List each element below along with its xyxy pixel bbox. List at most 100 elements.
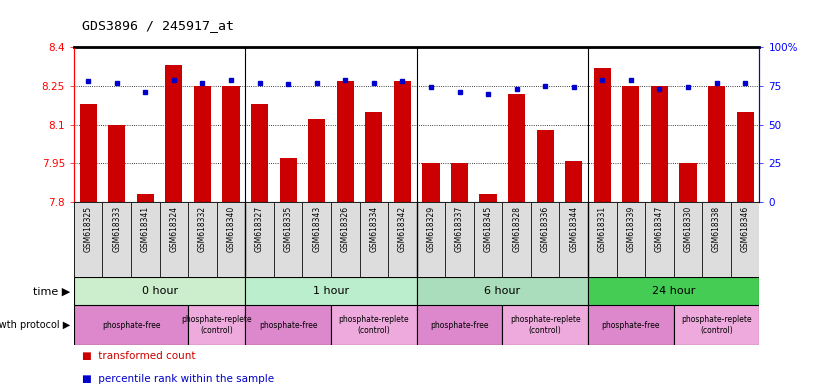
Text: phosphate-replete
(control): phosphate-replete (control): [338, 316, 409, 335]
Bar: [74, 305, 188, 345]
Bar: [417, 202, 445, 277]
Bar: [588, 202, 617, 277]
Text: time ▶: time ▶: [33, 286, 70, 296]
Bar: [188, 202, 217, 277]
Text: 6 hour: 6 hour: [484, 286, 521, 296]
Bar: [565, 161, 582, 202]
Bar: [508, 94, 525, 202]
Bar: [337, 81, 354, 202]
Text: 24 hour: 24 hour: [652, 286, 695, 296]
Text: GSM618327: GSM618327: [255, 206, 264, 252]
Text: GSM618326: GSM618326: [341, 206, 350, 252]
Text: phosphate-replete
(control): phosphate-replete (control): [181, 316, 252, 335]
Text: GSM618334: GSM618334: [369, 206, 378, 252]
Bar: [159, 202, 188, 277]
Text: GSM618341: GSM618341: [140, 206, 149, 252]
Bar: [308, 119, 325, 202]
Text: growth protocol ▶: growth protocol ▶: [0, 320, 70, 330]
Text: GSM618344: GSM618344: [569, 206, 578, 252]
Bar: [251, 104, 268, 202]
Bar: [594, 68, 611, 202]
Bar: [588, 305, 674, 345]
Bar: [451, 164, 468, 202]
Bar: [137, 194, 154, 202]
Text: GSM618332: GSM618332: [198, 206, 207, 252]
Bar: [165, 65, 182, 202]
Bar: [531, 202, 559, 277]
Bar: [416, 305, 502, 345]
Bar: [708, 86, 725, 202]
Bar: [103, 202, 131, 277]
Bar: [502, 202, 531, 277]
Bar: [445, 202, 474, 277]
Bar: [674, 305, 759, 345]
Bar: [479, 194, 497, 202]
Bar: [559, 202, 588, 277]
Bar: [537, 130, 554, 202]
Bar: [245, 277, 416, 305]
Bar: [302, 202, 331, 277]
Bar: [217, 202, 245, 277]
Bar: [422, 164, 439, 202]
Text: GSM618340: GSM618340: [227, 206, 236, 252]
Bar: [245, 202, 274, 277]
Bar: [74, 202, 103, 277]
Text: GSM618325: GSM618325: [84, 206, 93, 252]
Bar: [222, 86, 240, 202]
Text: ■  transformed count: ■ transformed count: [82, 351, 195, 361]
Bar: [131, 202, 159, 277]
Bar: [394, 81, 411, 202]
Text: 0 hour: 0 hour: [141, 286, 177, 296]
Bar: [194, 86, 211, 202]
Bar: [108, 125, 126, 202]
Bar: [74, 277, 245, 305]
Text: GSM618336: GSM618336: [541, 206, 550, 252]
Bar: [645, 202, 674, 277]
Bar: [388, 202, 417, 277]
Bar: [416, 277, 588, 305]
Bar: [651, 86, 668, 202]
Bar: [674, 202, 702, 277]
Text: GSM618347: GSM618347: [655, 206, 664, 252]
Text: GSM618335: GSM618335: [283, 206, 292, 252]
Text: GSM618338: GSM618338: [712, 206, 721, 252]
Text: GSM618333: GSM618333: [112, 206, 122, 252]
Bar: [360, 202, 388, 277]
Text: GSM618345: GSM618345: [484, 206, 493, 252]
Bar: [279, 158, 296, 202]
Text: phosphate-free: phosphate-free: [102, 321, 160, 329]
Text: GSM618331: GSM618331: [598, 206, 607, 252]
Bar: [622, 86, 640, 202]
Text: GSM618346: GSM618346: [741, 206, 750, 252]
Bar: [736, 112, 754, 202]
Bar: [80, 104, 97, 202]
Text: phosphate-free: phosphate-free: [430, 321, 488, 329]
Bar: [502, 305, 588, 345]
Bar: [274, 202, 302, 277]
Text: GSM618329: GSM618329: [426, 206, 435, 252]
Text: GSM618324: GSM618324: [169, 206, 178, 252]
Text: 1 hour: 1 hour: [313, 286, 349, 296]
Text: GSM618342: GSM618342: [398, 206, 407, 252]
Text: GSM618343: GSM618343: [312, 206, 321, 252]
Bar: [731, 202, 759, 277]
Text: GSM618337: GSM618337: [455, 206, 464, 252]
Text: GSM618339: GSM618339: [626, 206, 635, 252]
Bar: [188, 305, 245, 345]
Text: GDS3896 / 245917_at: GDS3896 / 245917_at: [82, 19, 234, 32]
Text: ■  percentile rank within the sample: ■ percentile rank within the sample: [82, 374, 274, 384]
Bar: [588, 277, 759, 305]
Bar: [245, 305, 331, 345]
Text: GSM618330: GSM618330: [684, 206, 693, 252]
Bar: [331, 202, 360, 277]
Bar: [680, 164, 696, 202]
Text: phosphate-free: phosphate-free: [259, 321, 318, 329]
Bar: [474, 202, 502, 277]
Bar: [702, 202, 731, 277]
Text: phosphate-replete
(control): phosphate-replete (control): [510, 316, 580, 335]
Text: GSM618328: GSM618328: [512, 206, 521, 252]
Bar: [617, 202, 645, 277]
Text: phosphate-replete
(control): phosphate-replete (control): [681, 316, 752, 335]
Bar: [365, 112, 383, 202]
Bar: [331, 305, 416, 345]
